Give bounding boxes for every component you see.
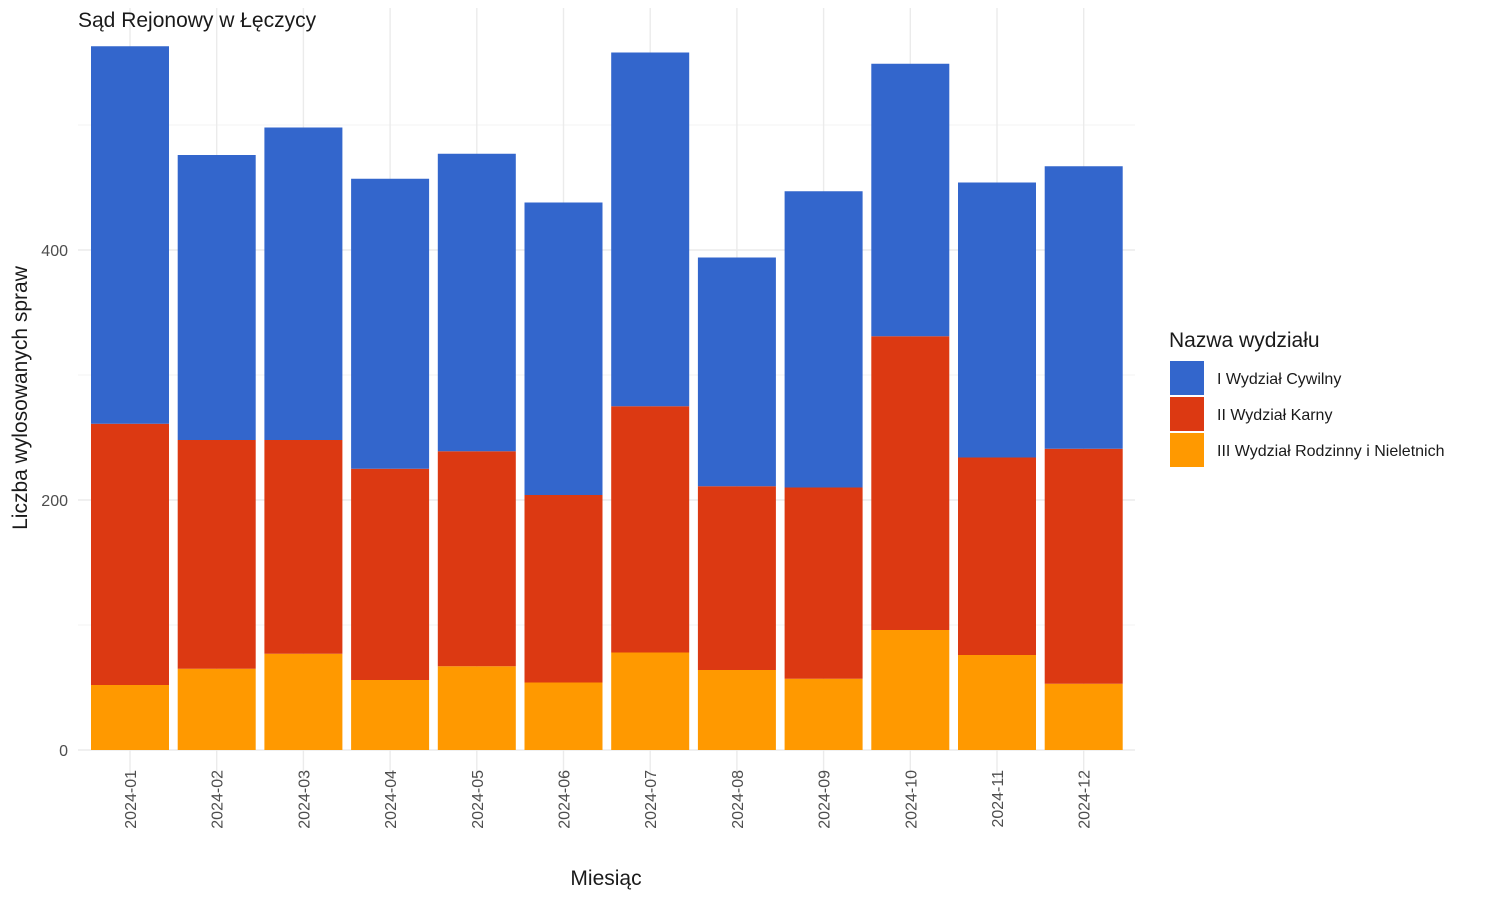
- chart-title: Sąd Rejonowy w Łęczycy: [78, 9, 317, 32]
- bar-segment: [958, 457, 1036, 655]
- bar-segment: [1044, 166, 1123, 449]
- x-tick-label: 2024-07: [643, 770, 660, 829]
- x-tick-label: 2024-10: [903, 770, 920, 829]
- x-tick-label: 2024-09: [817, 770, 834, 829]
- bar-segment: [524, 202, 603, 495]
- x-tick-label: 2024-04: [383, 770, 400, 829]
- x-tick-label: 2024-12: [1077, 770, 1094, 829]
- bar-segment: [437, 153, 516, 452]
- bar-segment: [177, 440, 256, 669]
- bar-segment: [1044, 683, 1123, 750]
- x-tick-label: 2024-08: [730, 770, 747, 829]
- bar-segment: [611, 652, 690, 750]
- bar-segment: [871, 630, 950, 750]
- x-tick-label: 2024-06: [557, 770, 574, 829]
- bar-segment: [91, 46, 169, 424]
- bar-segment: [697, 670, 776, 750]
- legend-swatch: [1170, 433, 1204, 467]
- bar-segment: [91, 685, 169, 750]
- bar-segment: [524, 682, 603, 750]
- x-axis-title: Miesiąc: [570, 867, 641, 890]
- bar-segment: [958, 182, 1036, 458]
- legend-label: III Wydział Rodzinny i Nieletnich: [1217, 443, 1445, 460]
- y-axis-title: Liczba wylosowanych spraw: [9, 265, 32, 530]
- bar-segment: [91, 423, 169, 685]
- bar-segment: [177, 155, 256, 440]
- bar-segment: [351, 680, 430, 750]
- bar-segment: [871, 63, 950, 337]
- legend-label: I Wydział Cywilny: [1217, 371, 1341, 388]
- y-tick-label: 200: [41, 493, 68, 510]
- bar-segment: [784, 487, 863, 679]
- legend-swatch: [1170, 361, 1204, 395]
- bar-segment: [264, 440, 343, 654]
- bars: [91, 46, 1123, 750]
- bar-segment: [437, 451, 516, 667]
- x-axis-ticks: 2024-01 2024-02 2024-03 2024-04 2024-05 2024-…: [123, 770, 1094, 829]
- bar-segment: [611, 406, 690, 653]
- x-tick-label: 2024-02: [210, 770, 227, 829]
- legend: Nazwa wydziału I Wydział Cywilny II Wydzi…: [1169, 329, 1445, 467]
- bar-segment: [1044, 448, 1123, 684]
- x-tick-label: 2024-11: [990, 770, 1007, 828]
- y-tick-label: 0: [59, 743, 68, 760]
- bar-segment: [697, 486, 776, 670]
- legend-label: II Wydział Karny: [1217, 407, 1332, 424]
- bar-segment: [524, 495, 603, 683]
- x-tick-label: 2024-01: [123, 770, 140, 829]
- bar-segment: [351, 468, 430, 680]
- x-tick-label: 2024-03: [296, 770, 313, 829]
- bar-segment: [437, 666, 516, 750]
- legend-title: Nazwa wydziału: [1169, 329, 1320, 352]
- bar-segment: [177, 668, 256, 750]
- legend-swatch: [1170, 397, 1204, 431]
- bar-segment: [351, 178, 430, 469]
- bar-segment: [784, 191, 863, 488]
- bar-segment: [611, 52, 690, 407]
- bar-segment: [784, 678, 863, 750]
- bar-segment: [958, 655, 1036, 750]
- x-tick-label: 2024-05: [470, 770, 487, 829]
- bar-segment: [871, 336, 950, 630]
- bar-segment: [264, 127, 343, 440]
- y-tick-label: 400: [41, 243, 68, 260]
- bar-segment: [697, 257, 776, 487]
- legend-items: I Wydział Cywilny II Wydział Karny III Wyd…: [1170, 361, 1445, 467]
- bar-segment: [264, 653, 343, 750]
- y-axis-ticks: 0 200 400: [41, 243, 68, 760]
